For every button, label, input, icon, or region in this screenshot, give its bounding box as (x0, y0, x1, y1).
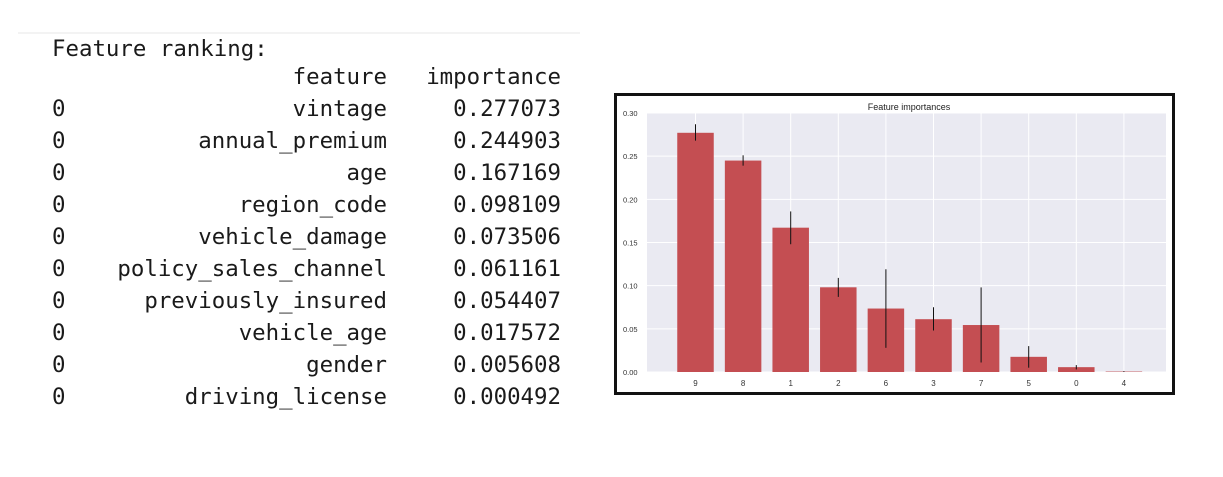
row-importance: 0.098109 (453, 192, 561, 218)
row-importance: 0.005608 (453, 352, 561, 378)
row-importance: 0.244903 (453, 128, 561, 154)
row-feature: gender (306, 352, 387, 378)
column-header-feature: feature (292, 64, 387, 90)
row-importance: 0.277073 (453, 96, 561, 122)
bar-0 (1058, 367, 1095, 372)
y-tick-label: 0.15 (623, 239, 638, 248)
x-tick-label: 0 (1074, 379, 1079, 388)
y-tick-label: 0.00 (623, 368, 638, 377)
row-feature: policy_sales_channel (117, 256, 387, 282)
feature-ranking-output: Feature ranking: feature importance 0 vi… (18, 30, 580, 420)
x-tick-label: 2 (836, 379, 841, 388)
x-tick-label: 9 (693, 379, 698, 388)
x-tick-label: 8 (741, 379, 746, 388)
x-tick-label: 1 (788, 379, 793, 388)
row-index: 0 (52, 224, 66, 250)
row-feature: previously_insured (144, 288, 387, 314)
y-tick-label: 0.30 (623, 109, 638, 118)
bar-2 (820, 287, 857, 372)
row-index: 0 (52, 256, 66, 282)
column-header-importance: importance (426, 64, 561, 90)
bar-9 (677, 132, 714, 372)
row-feature: annual_premium (198, 128, 387, 154)
row-index: 0 (52, 128, 66, 154)
row-index: 0 (52, 192, 66, 218)
y-tick-label: 0.20 (623, 195, 638, 204)
row-feature: vintage (292, 96, 387, 122)
x-tick-label: 7 (979, 379, 984, 388)
row-importance: 0.000492 (453, 384, 561, 410)
bar-1 (772, 227, 809, 372)
row-index: 0 (52, 320, 66, 346)
row-importance: 0.073506 (453, 224, 561, 250)
x-tick-label: 3 (931, 379, 936, 388)
row-feature: vehicle_damage (198, 224, 387, 250)
x-tick-label: 6 (884, 379, 889, 388)
row-index: 0 (52, 352, 66, 378)
y-tick-label: 0.05 (623, 325, 638, 334)
row-importance: 0.017572 (453, 320, 561, 346)
row-index: 0 (52, 288, 66, 314)
x-tick-label: 5 (1026, 379, 1031, 388)
row-feature: region_code (238, 192, 387, 218)
row-importance: 0.061161 (453, 256, 561, 282)
row-feature: driving_license (184, 384, 387, 410)
output-title: Feature ranking: (52, 36, 268, 62)
row-index: 0 (52, 384, 66, 410)
chart-canvas: 9 8 1 2 6 3 7 5 0 4 0.00 0.05 0.10 0.15 0.20 0.25 0.30 Fe… (623, 102, 1166, 388)
output-divider (18, 32, 580, 34)
row-feature: vehicle_age (238, 320, 387, 346)
y-tick-label: 0.10 (623, 282, 638, 291)
chart-title: Feature importances (868, 102, 951, 112)
row-feature: age (346, 160, 387, 186)
feature-importances-chart: 9 8 1 2 6 3 7 5 0 4 0.00 0.05 0.10 0.15 0.20 0.25 0.30 Fe… (614, 93, 1175, 395)
row-index: 0 (52, 160, 66, 186)
row-importance: 0.054407 (453, 288, 561, 314)
y-tick-label: 0.25 (623, 152, 638, 161)
bar-8 (724, 160, 762, 372)
row-importance: 0.167169 (453, 160, 561, 186)
row-index: 0 (52, 96, 66, 122)
x-tick-label: 4 (1122, 379, 1127, 388)
